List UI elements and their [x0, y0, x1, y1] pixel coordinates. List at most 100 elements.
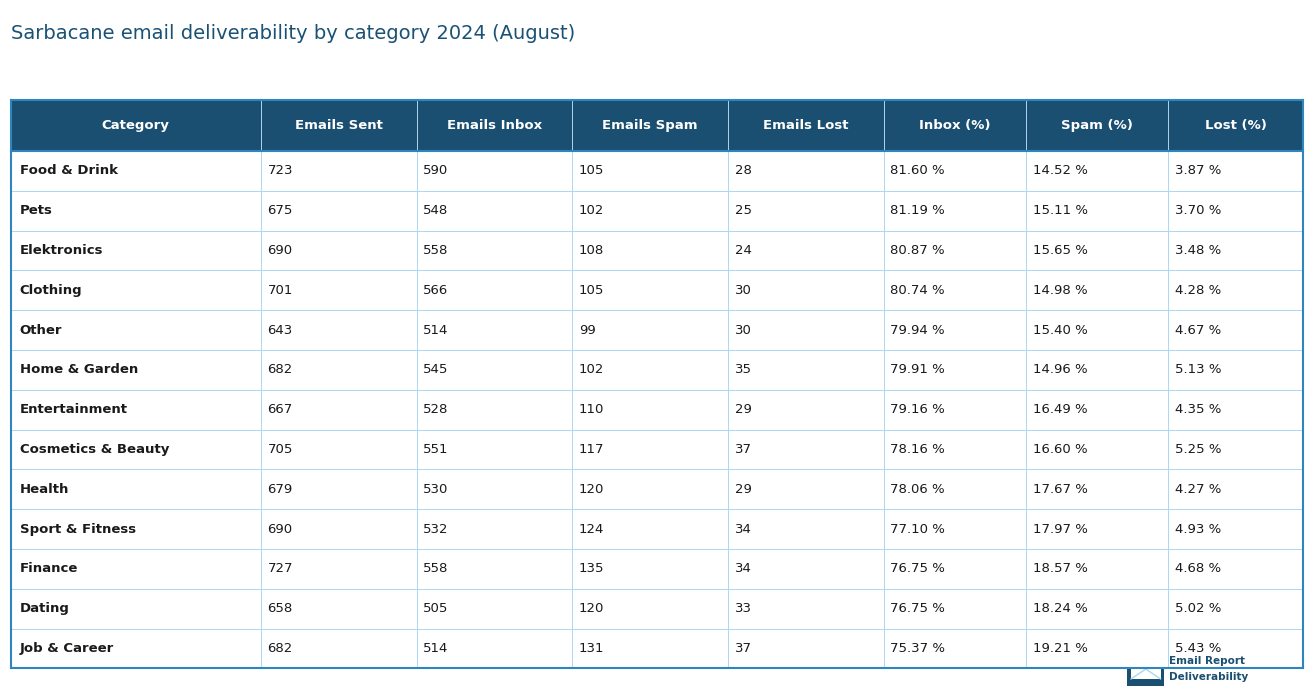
Text: 34: 34 [735, 522, 752, 535]
Text: 33: 33 [735, 602, 752, 615]
Text: 18.24 %: 18.24 % [1033, 602, 1087, 615]
Text: 514: 514 [423, 324, 448, 337]
Text: 3.70 %: 3.70 % [1175, 204, 1221, 217]
Text: 4.67 %: 4.67 % [1175, 324, 1221, 337]
Text: Other: Other [20, 324, 62, 337]
Text: Email Report: Email Report [1169, 657, 1246, 666]
Text: 548: 548 [423, 204, 448, 217]
Text: 79.16 %: 79.16 % [891, 403, 945, 416]
Text: 4.35 %: 4.35 % [1175, 403, 1221, 416]
Text: 3.48 %: 3.48 % [1175, 244, 1221, 257]
Text: Cosmetics & Beauty: Cosmetics & Beauty [20, 443, 170, 456]
Text: Elektronics: Elektronics [20, 244, 104, 257]
Text: 37: 37 [735, 642, 752, 655]
Text: Sport & Fitness: Sport & Fitness [20, 522, 135, 535]
Text: Emails Sent: Emails Sent [294, 119, 382, 132]
Text: 18.57 %: 18.57 % [1033, 562, 1088, 575]
Text: 675: 675 [268, 204, 293, 217]
Text: 29: 29 [735, 403, 752, 416]
Text: 528: 528 [423, 403, 448, 416]
Text: 24: 24 [735, 244, 752, 257]
Bar [1131, 659, 1160, 679]
Text: 690: 690 [268, 244, 293, 257]
Text: 135: 135 [579, 562, 604, 575]
Text: 530: 530 [423, 483, 448, 496]
Text: 80.87 %: 80.87 % [891, 244, 945, 257]
Text: Finance: Finance [20, 562, 78, 575]
Text: 643: 643 [268, 324, 293, 337]
Text: 78.16 %: 78.16 % [891, 443, 945, 456]
Text: Category: Category [101, 119, 170, 132]
Text: 682: 682 [268, 363, 293, 376]
Text: 5.02 %: 5.02 % [1175, 602, 1221, 615]
Text: 5.43 %: 5.43 % [1175, 642, 1221, 655]
Text: 80.74 %: 80.74 % [891, 284, 945, 297]
Text: 5.25 %: 5.25 % [1175, 443, 1221, 456]
Text: 16.60 %: 16.60 % [1033, 443, 1087, 456]
Polygon shape [1131, 659, 1160, 669]
Text: 34: 34 [735, 562, 752, 575]
Text: 14.52 %: 14.52 % [1033, 165, 1088, 178]
Text: 29: 29 [735, 483, 752, 496]
Text: 81.19 %: 81.19 % [891, 204, 945, 217]
Text: 667: 667 [268, 403, 293, 416]
Text: 75.37 %: 75.37 % [891, 642, 945, 655]
Text: 28: 28 [735, 165, 752, 178]
Text: 105: 105 [579, 284, 604, 297]
Text: 658: 658 [268, 602, 293, 615]
Text: 558: 558 [423, 244, 448, 257]
Text: 682: 682 [268, 642, 293, 655]
Text: Deliverability: Deliverability [1169, 672, 1248, 681]
Text: 14.96 %: 14.96 % [1033, 363, 1087, 376]
Text: 679: 679 [268, 483, 293, 496]
Text: 108: 108 [579, 244, 604, 257]
Text: 4.68 %: 4.68 % [1175, 562, 1221, 575]
Text: 514: 514 [423, 642, 448, 655]
Text: 558: 558 [423, 562, 448, 575]
Text: Home & Garden: Home & Garden [20, 363, 138, 376]
Text: 76.75 %: 76.75 % [891, 562, 945, 575]
Text: Job & Career: Job & Career [20, 642, 114, 655]
Text: 545: 545 [423, 363, 448, 376]
Text: 30: 30 [735, 324, 752, 337]
Text: 117: 117 [579, 443, 604, 456]
Text: 79.94 %: 79.94 % [891, 324, 945, 337]
Text: 99: 99 [579, 324, 595, 337]
Text: 705: 705 [268, 443, 293, 456]
Text: 105: 105 [579, 165, 604, 178]
Text: 701: 701 [268, 284, 293, 297]
Text: 110: 110 [579, 403, 604, 416]
Text: Emails Spam: Emails Spam [603, 119, 698, 132]
Text: 4.27 %: 4.27 % [1175, 483, 1221, 496]
Text: 17.97 %: 17.97 % [1033, 522, 1088, 535]
Text: 532: 532 [423, 522, 449, 535]
Text: 37: 37 [735, 443, 752, 456]
Text: Emails Inbox: Emails Inbox [447, 119, 543, 132]
Text: 566: 566 [423, 284, 448, 297]
Text: 81.60 %: 81.60 % [891, 165, 945, 178]
Text: 15.11 %: 15.11 % [1033, 204, 1088, 217]
Text: Spam (%): Spam (%) [1062, 119, 1133, 132]
Text: 5.13 %: 5.13 % [1175, 363, 1221, 376]
Text: 590: 590 [423, 165, 448, 178]
Text: 690: 690 [268, 522, 293, 535]
Text: Food & Drink: Food & Drink [20, 165, 118, 178]
Text: Lost (%): Lost (%) [1205, 119, 1267, 132]
Text: Pets: Pets [20, 204, 53, 217]
Text: 30: 30 [735, 284, 752, 297]
Text: 77.10 %: 77.10 % [891, 522, 945, 535]
Text: 102: 102 [579, 204, 604, 217]
Text: 4.28 %: 4.28 % [1175, 284, 1221, 297]
Text: 19.21 %: 19.21 % [1033, 642, 1088, 655]
Text: Sarbacane email deliverability by category 2024 (August): Sarbacane email deliverability by catego… [11, 24, 574, 43]
Text: 124: 124 [579, 522, 604, 535]
Text: Health: Health [20, 483, 70, 496]
Text: 505: 505 [423, 602, 448, 615]
Text: 15.65 %: 15.65 % [1033, 244, 1088, 257]
Text: 120: 120 [579, 483, 604, 496]
Text: Clothing: Clothing [20, 284, 83, 297]
Text: Dating: Dating [20, 602, 70, 615]
Text: 102: 102 [579, 363, 604, 376]
Text: 76.75 %: 76.75 % [891, 602, 945, 615]
Text: 17.67 %: 17.67 % [1033, 483, 1088, 496]
